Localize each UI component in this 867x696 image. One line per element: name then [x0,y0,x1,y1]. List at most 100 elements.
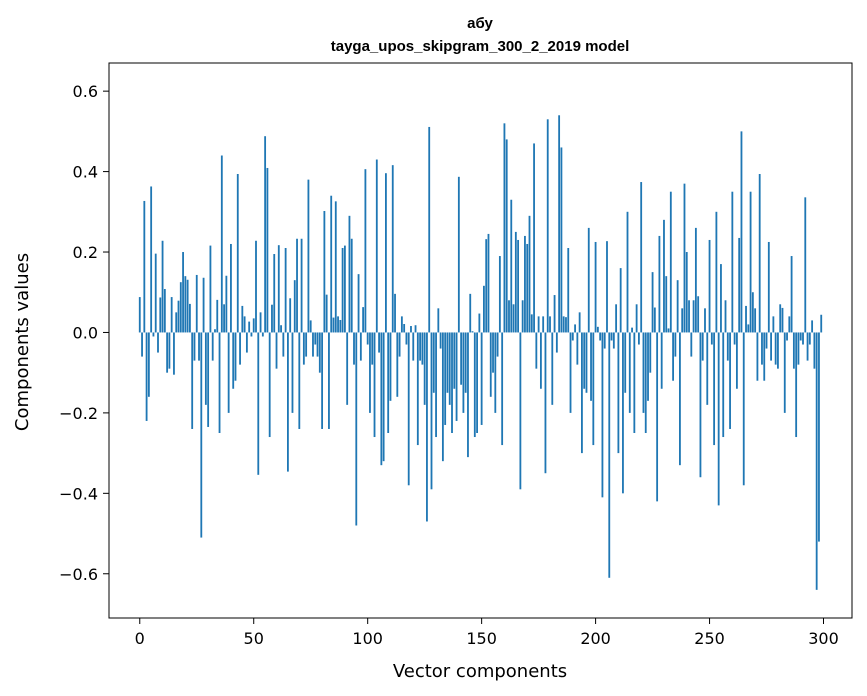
bar [200,332,203,538]
bar [583,332,586,389]
bar [485,239,488,333]
bar [761,332,763,365]
bar [209,245,212,333]
bar [489,332,492,397]
bar [628,332,631,413]
bar [567,248,570,333]
bar [717,332,720,506]
x-tick-label: 150 [466,629,497,648]
bar [259,312,262,333]
bar [314,332,317,345]
bar [296,238,298,333]
bar [302,332,305,365]
bar [751,292,754,333]
bar [571,332,574,341]
bar [398,332,401,357]
bar [804,197,807,333]
bar [740,131,743,333]
bar [617,332,620,454]
bar [268,332,271,438]
bar [606,241,608,333]
bar [432,332,435,393]
bar [412,332,415,361]
bar [818,332,820,542]
bar [508,300,510,333]
bar [601,332,604,498]
bar [245,332,248,353]
bar [252,318,255,333]
bar [777,332,779,369]
bar [423,332,426,405]
bar [273,254,276,333]
bar [145,332,148,421]
bar [724,300,727,333]
bar [688,300,690,333]
bar [428,126,431,333]
bar [685,252,688,333]
bar [467,332,469,458]
bar [706,332,709,405]
y-tick-label: −0.2 [59,404,98,423]
bar [788,316,791,333]
y-axis-ticks: −0.6 −0.4 −0.2 0.0 0.2 0.4 0.6 [59,82,109,584]
bar [271,304,273,333]
bar [419,332,422,361]
bar [578,312,581,333]
bar [596,326,599,333]
bar [758,174,761,333]
bar [195,274,198,333]
bar [236,174,239,333]
bar [232,332,235,389]
bar [679,332,681,466]
bar [615,304,618,333]
bar [813,332,816,369]
bar [512,304,515,333]
bar [683,183,686,333]
x-tick-label: 200 [580,629,611,648]
bar [184,276,187,333]
bar [152,332,155,337]
bar [647,332,649,401]
bar [159,297,162,333]
bar [435,332,437,438]
bar [726,332,729,361]
bar [590,332,592,401]
bar [558,115,561,333]
y-tick-label: −0.4 [59,484,98,503]
bar [316,332,319,357]
bar [211,332,214,361]
bar [808,332,811,345]
chart-subtitle: tayga_upos_skipgram_300_2_2019 model [331,38,630,55]
bar [471,331,474,333]
x-tick-label: 50 [244,629,264,648]
bar [786,332,788,341]
bar [362,307,365,333]
bar [241,305,244,333]
bar [756,332,759,381]
x-tick-label: 0 [135,629,145,648]
bar [387,332,390,433]
bar [690,332,693,357]
bar [592,332,595,446]
bar [672,332,674,381]
bar [681,308,684,333]
bar [147,332,150,397]
bar [446,332,449,393]
chart-title: абу [467,15,493,32]
bar [284,248,287,333]
bar [464,332,467,393]
x-tick-label: 300 [808,629,839,648]
bar [373,332,376,438]
bar [380,332,383,466]
bar [708,239,711,333]
x-tick-label: 100 [352,629,383,648]
bar [704,308,706,333]
bar [207,332,210,427]
bar [581,332,583,454]
bar [674,332,677,357]
bar [608,332,611,578]
bar [298,332,301,429]
bar [658,235,661,333]
bar [141,332,143,357]
y-tick-label: 0.0 [73,323,98,342]
